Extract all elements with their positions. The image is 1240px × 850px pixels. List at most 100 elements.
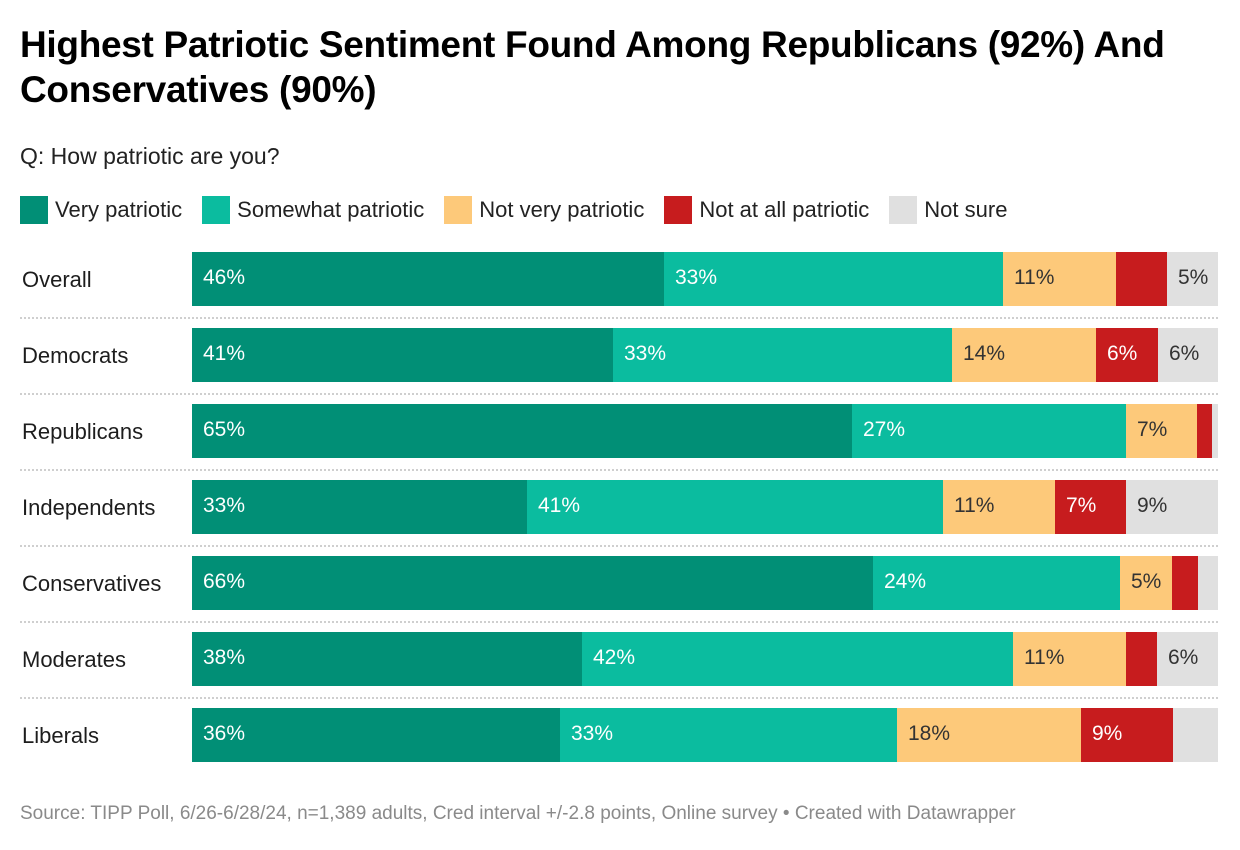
data-label: 6% (1169, 342, 1200, 365)
data-label: 6% (1107, 342, 1138, 365)
category-label: Democrats (22, 343, 129, 368)
bar-segment-not-at-all-patriotic (1172, 556, 1198, 610)
bar-row-overall: Overall 46% 33% 11% 5% (0, 252, 1240, 306)
data-label: 33% (203, 494, 246, 517)
category-label: Liberals (22, 723, 100, 748)
data-label: 6% (1168, 646, 1199, 669)
legend: Very patriotic Somewhat patriotic Not ve… (20, 196, 1027, 224)
source-footer: Source: TIPP Poll, 6/26-6/28/24, n=1,389… (20, 803, 1016, 824)
data-label: 33% (624, 342, 667, 365)
bar-segment-very-patriotic: 36% (192, 708, 560, 762)
bar-segment-somewhat-patriotic: 33% (664, 252, 1003, 306)
data-label: 11% (1024, 646, 1065, 669)
bar-segment-not-very-patriotic: 5% (1120, 556, 1172, 610)
chart-subtitle: Q: How patriotic are you? (20, 143, 280, 169)
bar-segment-not-very-patriotic: 11% (943, 480, 1055, 534)
data-label: 66% (203, 570, 246, 593)
bar-segment-not-sure (1198, 556, 1218, 610)
bar-segment-somewhat-patriotic: 42% (582, 632, 1013, 686)
data-label: 33% (571, 722, 614, 745)
bar-row-republicans: Republicans 65% 27% 7% (0, 404, 1240, 458)
data-label: 42% (593, 646, 636, 669)
data-label: 9% (1137, 494, 1168, 517)
bar-segment-not-very-patriotic: 7% (1126, 404, 1197, 458)
data-label: 14% (963, 342, 1006, 365)
bar-segment-very-patriotic: 66% (192, 556, 873, 610)
data-label: 11% (954, 494, 995, 517)
bar-segment-very-patriotic: 38% (192, 632, 582, 686)
data-label: 46% (203, 266, 246, 289)
bar-segment-very-patriotic: 65% (192, 404, 852, 458)
legend-label: Somewhat patriotic (237, 197, 425, 222)
bar-segment-very-patriotic: 46% (192, 252, 664, 306)
row-divider (20, 697, 1218, 699)
legend-item-not-very-patriotic: Not very patriotic (444, 196, 644, 224)
data-label: 7% (1137, 418, 1168, 441)
data-label: 41% (538, 494, 581, 517)
bar-segment-very-patriotic: 41% (192, 328, 613, 382)
bar-segment-somewhat-patriotic: 24% (873, 556, 1120, 610)
stacked-bar: 46% 33% 11% 5% (192, 252, 1218, 306)
row-divider (20, 545, 1218, 547)
data-label: 5% (1178, 266, 1209, 289)
bar-segment-very-patriotic: 33% (192, 480, 527, 534)
bar-segment-not-sure: 5% (1167, 252, 1218, 306)
category-label: Independents (22, 495, 156, 520)
bar-segment-not-at-all-patriotic: 6% (1096, 328, 1158, 382)
bar-segment-not-at-all-patriotic: 7% (1055, 480, 1126, 534)
bar-segment-not-sure: 9% (1126, 480, 1218, 534)
bar-segment-not-sure: 6% (1158, 328, 1218, 382)
bar-row-liberals: Liberals 36% 33% 18% 9% (0, 708, 1240, 762)
bar-segment-somewhat-patriotic: 33% (613, 328, 952, 382)
category-label: Republicans (22, 419, 144, 444)
data-label: 18% (908, 722, 951, 745)
stacked-bar: 36% 33% 18% 9% (192, 708, 1218, 762)
legend-swatch (20, 196, 48, 224)
data-label: 65% (203, 418, 246, 441)
data-label: 36% (203, 722, 246, 745)
bar-segment-somewhat-patriotic: 41% (527, 480, 943, 534)
legend-swatch (664, 196, 693, 224)
data-label: 11% (1014, 266, 1055, 289)
category-label: Moderates (22, 647, 126, 672)
bar-segment-not-very-patriotic: 11% (1003, 252, 1116, 306)
category-label: Overall (22, 267, 92, 292)
data-label: 38% (203, 646, 246, 669)
legend-swatch (202, 196, 231, 224)
legend-item-not-at-all-patriotic: Not at all patriotic (664, 196, 869, 224)
bar-segment-somewhat-patriotic: 27% (852, 404, 1126, 458)
data-label: 41% (203, 342, 246, 365)
stacked-bar: 33% 41% 11% 7% 9% (192, 480, 1218, 534)
bar-segment-not-at-all-patriotic (1197, 404, 1212, 458)
bar-row-moderates: Moderates 38% 42% 11% 6% (0, 632, 1240, 686)
stacked-bar: 66% 24% 5% (192, 556, 1218, 610)
legend-item-somewhat-patriotic: Somewhat patriotic (202, 196, 424, 224)
legend-label: Not very patriotic (479, 197, 645, 222)
stacked-bar: 41% 33% 14% 6% 6% (192, 328, 1218, 382)
chart-title: Highest Patriotic Sentiment Found Among … (20, 24, 1165, 110)
bar-segment-somewhat-patriotic: 33% (560, 708, 897, 762)
legend-item-very-patriotic: Very patriotic (20, 196, 182, 224)
bar-segment-not-very-patriotic: 18% (897, 708, 1081, 762)
legend-item-not-sure: Not sure (889, 196, 1007, 224)
category-label: Conservatives (22, 571, 162, 596)
bar-segment-not-sure (1212, 404, 1218, 458)
data-label: 7% (1066, 494, 1097, 517)
data-label: 33% (675, 266, 718, 289)
row-divider (20, 469, 1218, 471)
bar-row-democrats: Democrats 41% 33% 14% 6% 6% (0, 328, 1240, 382)
bar-segment-not-at-all-patriotic: 9% (1081, 708, 1173, 762)
data-label: 9% (1092, 722, 1123, 745)
bar-segment-not-sure: 6% (1157, 632, 1218, 686)
bar-segment-not-very-patriotic: 14% (952, 328, 1096, 382)
data-label: 5% (1131, 570, 1162, 593)
legend-label: Not at all patriotic (699, 197, 870, 222)
legend-label: Not sure (924, 197, 1008, 222)
bar-segment-not-very-patriotic: 11% (1013, 632, 1126, 686)
bar-row-independents: Independents 33% 41% 11% 7% 9% (0, 480, 1240, 534)
row-divider (20, 393, 1218, 395)
bar-segment-not-sure (1173, 708, 1218, 762)
legend-label: Very patriotic (55, 197, 183, 222)
stacked-bar: 38% 42% 11% 6% (192, 632, 1218, 686)
data-label: 27% (863, 418, 906, 441)
